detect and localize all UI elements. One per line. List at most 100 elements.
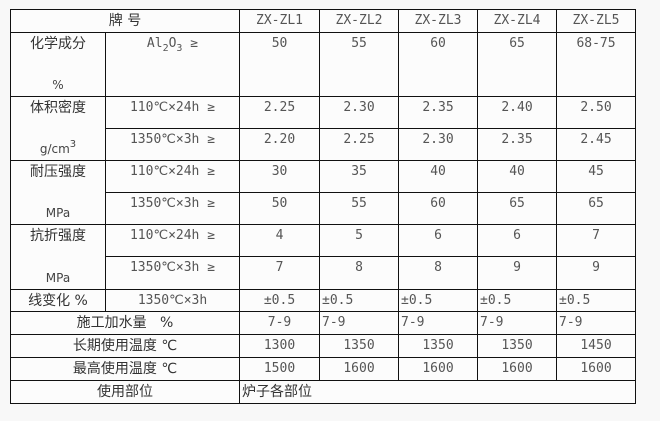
grade-header: ZX-ZL3 (398, 9, 479, 33)
brand-header: 牌 号 (9, 9, 241, 33)
value-cell: 2.35 (398, 96, 479, 129)
grade-header: ZX-ZL1 (239, 9, 321, 33)
value-cell: 7 (239, 256, 321, 290)
value-cell: 7-9 (398, 311, 479, 335)
condition-cell: 110℃×24h ≥ (104, 96, 241, 129)
max-temp-label: 最高使用温度 ℃ (9, 357, 241, 381)
value-cell: 1450 (556, 334, 637, 358)
usage-value: 炉子各部位 (239, 380, 637, 404)
table-row: 化学成分% Al2O3 ≥ 50 55 60 65 68-75 (10, 32, 637, 97)
value-cell: 2.40 (477, 96, 558, 129)
value-cell: 50 (239, 192, 321, 225)
long-temp-label: 长期使用温度 ℃ (9, 334, 241, 358)
value-cell: 50 (239, 32, 321, 97)
condition-cell: 110℃×24h ≥ (104, 224, 241, 257)
value-cell: 6 (477, 224, 558, 257)
value-cell: ±0.5 (319, 289, 400, 312)
value-cell: ±0.5 (398, 289, 479, 312)
unit-label: % (52, 78, 64, 92)
condition-cell: 1350℃×3h ≥ (104, 128, 241, 161)
table-row: 1350℃×3h ≥ 50 55 60 65 65 (11, 192, 637, 225)
grade-header: ZX-ZL4 (477, 9, 558, 33)
value-cell: 1350 (477, 334, 558, 358)
value-cell: 30 (239, 160, 321, 193)
water-label: 施工加水量 % (9, 311, 241, 335)
table-row: 1350℃×3h ≥ 2.20 2.25 2.30 2.35 2.45 (11, 128, 637, 161)
value-cell: 35 (319, 160, 400, 193)
value-cell: 65 (477, 32, 558, 97)
value-cell: 7-9 (556, 311, 637, 335)
linear-label: 线变化 % (10, 289, 106, 312)
value-cell: 9 (477, 256, 558, 290)
flexural-label: 抗折强度 MPa (10, 224, 106, 290)
value-cell: 9 (556, 256, 637, 290)
value-cell: 2.35 (477, 128, 558, 161)
value-cell: 1600 (556, 357, 637, 381)
value-cell: 45 (556, 160, 637, 193)
value-cell: 7 (556, 224, 637, 257)
value-cell: 2.50 (556, 96, 637, 129)
grade-header: ZX-ZL5 (556, 9, 637, 33)
usage-label: 使用部位 (9, 380, 241, 404)
value-cell: 2.30 (398, 128, 479, 161)
chemical-label: 化学成分% (10, 32, 106, 97)
value-cell: 7-9 (319, 311, 400, 335)
value-cell: 8 (398, 256, 479, 290)
value-cell: 1500 (239, 357, 321, 381)
value-cell: 1300 (239, 334, 321, 358)
value-cell: 55 (319, 192, 400, 225)
table-row: 线变化 % 1350℃×3h ±0.5 ±0.5 ±0.5 ±0.5 ±0.5 (10, 289, 637, 312)
table-row: 使用部位 炉子各部位 (9, 380, 637, 404)
group-label: 抗折强度 (30, 228, 86, 244)
table-row: 施工加水量 % 7-9 7-9 7-9 7-9 7-9 (9, 311, 637, 335)
value-cell: ±0.5 (239, 289, 321, 312)
table-row: 最高使用温度 ℃ 1500 1600 1600 1600 1600 (9, 357, 637, 381)
grade-header: ZX-ZL2 (319, 9, 400, 33)
product-spec-table: 牌 号 ZX-ZL1 ZX-ZL2 ZX-ZL3 ZX-ZL4 ZX-ZL5 化… (9, 9, 637, 404)
value-cell: 7-9 (477, 311, 558, 335)
value-cell: 65 (556, 192, 637, 225)
value-cell: 2.45 (556, 128, 637, 161)
value-cell: 55 (319, 32, 400, 97)
condition-cell: 1350℃×3h ≥ (104, 256, 241, 290)
group-label: 体积密度 (30, 100, 86, 116)
value-cell: 1350 (398, 334, 479, 358)
value-cell: ±0.5 (556, 289, 637, 312)
value-cell: 5 (319, 224, 400, 257)
value-cell: 2.30 (319, 96, 400, 129)
value-cell: 8 (319, 256, 400, 290)
unit-label: g/cm3 (39, 139, 77, 156)
value-cell: 60 (398, 32, 479, 97)
value-cell: 4 (239, 224, 321, 257)
value-cell: 2.20 (239, 128, 321, 161)
value-cell: 1600 (319, 357, 400, 381)
compressive-label: 耐压强度 MPa (10, 160, 106, 225)
value-cell: 6 (398, 224, 479, 257)
unit-label: MPa (45, 271, 71, 285)
table-row: 体积密度 g/cm3 110℃×24h ≥ 2.25 2.30 2.35 2.40… (10, 96, 637, 161)
condition-cell: 1350℃×3h ≥ (104, 192, 241, 225)
condition-cell: 1350℃×3h (104, 289, 241, 312)
value-cell: 1600 (398, 357, 479, 381)
value-cell: ±0.5 (477, 289, 558, 312)
group-label: 化学成分 (30, 36, 86, 52)
unit-label: MPa (45, 206, 71, 220)
value-cell: 7-9 (239, 311, 321, 335)
table-row: 抗折强度 MPa 110℃×24h ≥ 4 5 6 6 7 (10, 224, 637, 290)
condition-cell: 110℃×24h ≥ (104, 160, 241, 193)
value-cell: 1600 (477, 357, 558, 381)
value-cell: 68-75 (556, 32, 637, 97)
group-label: 耐压强度 (30, 164, 86, 180)
density-label: 体积密度 g/cm3 (10, 96, 106, 161)
table-row: 长期使用温度 ℃ 1300 1350 1350 1350 1450 (9, 334, 637, 358)
table-row: 耐压强度 MPa 110℃×24h ≥ 30 35 40 40 45 (10, 160, 637, 225)
value-cell: 2.25 (319, 128, 400, 161)
value-cell: 1350 (319, 334, 400, 358)
value-cell: 65 (477, 192, 558, 225)
value-cell: 2.25 (239, 96, 321, 129)
value-cell: 40 (477, 160, 558, 193)
value-cell: 60 (398, 192, 479, 225)
header-row: 牌 号 ZX-ZL1 ZX-ZL2 ZX-ZL3 ZX-ZL4 ZX-ZL5 (9, 9, 637, 33)
condition-cell: Al2O3 ≥ (104, 32, 241, 97)
value-cell: 40 (398, 160, 479, 193)
